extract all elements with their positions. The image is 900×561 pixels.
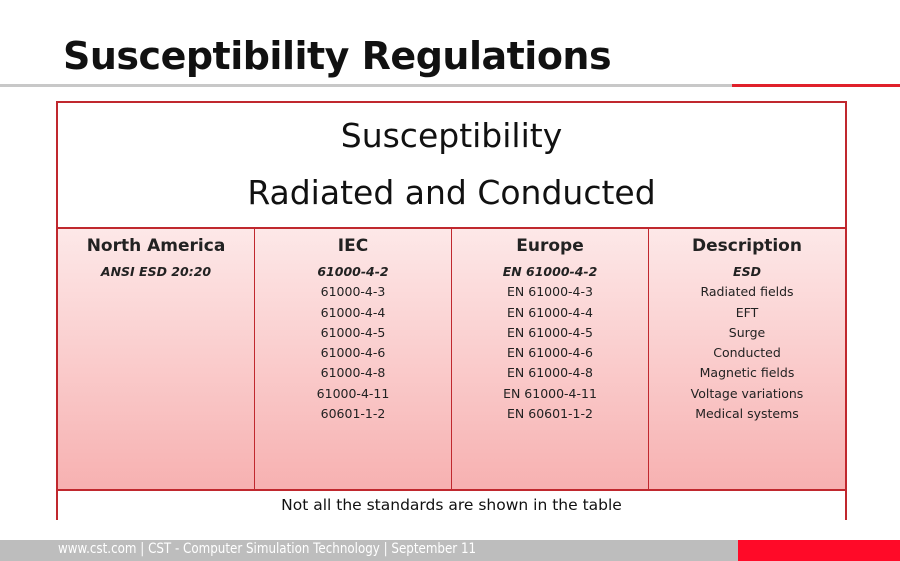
table-cell: Surge: [728, 324, 766, 340]
table-column: North America ANSI ESD 20:20: [58, 229, 255, 489]
column-header: Description: [692, 236, 802, 256]
table-cell: Magnetic fields: [699, 365, 795, 381]
slide-footer: www.cst.com | CST - Computer Simulation …: [0, 540, 900, 561]
table-note: Not all the standards are shown in the t…: [58, 489, 845, 520]
title-divider: [0, 84, 732, 87]
table-columns: North America ANSI ESD 20:20 IEC 61000-4-2 6…: [58, 229, 845, 489]
table-cell: EN 61000-4-11: [503, 385, 597, 401]
table-cell: 61000-4-11: [316, 385, 390, 401]
column-header: IEC: [337, 236, 369, 256]
table-column: Europe EN 61000-4-2 EN 61000-4-3 EN 61000-4…: [452, 229, 649, 489]
table-heading: Susceptibility Radiated and Conducted: [58, 103, 845, 229]
table-cell: 61000-4-8: [320, 365, 386, 381]
table-cell: Radiated fields: [700, 284, 794, 300]
column-header: Europe: [516, 236, 584, 256]
table-cell: EN 61000-4-3: [507, 284, 593, 300]
table-cell: 60601-1-2: [320, 406, 386, 422]
table-cell: ESD: [733, 264, 761, 279]
heading-line-1: Susceptibility: [340, 116, 563, 155]
footer-accent: [738, 540, 900, 561]
table-cell: EN 61000-4-6: [507, 345, 593, 361]
table-cell: Voltage variations: [690, 385, 804, 401]
table-cell: 61000-4-3: [320, 284, 386, 300]
table-cell: 61000-4-2: [317, 264, 389, 279]
footer-text: www.cst.com | CST - Computer Simulation …: [58, 541, 477, 557]
table-cell: EN 61000-4-8: [507, 365, 593, 381]
table-cell: EN 61000-4-4: [507, 304, 593, 320]
table-cell: 61000-4-5: [320, 324, 386, 340]
table-cell: 61000-4-6: [320, 345, 386, 361]
table-cell: Conducted: [713, 345, 781, 361]
table-cell: EN 61000-4-5: [507, 324, 593, 340]
table-cell: 61000-4-4: [320, 304, 386, 320]
regulations-table: Susceptibility Radiated and Conducted No…: [56, 101, 847, 520]
table-cell: EN 60601-1-2: [507, 406, 593, 422]
column-header: North America: [86, 236, 226, 256]
title-divider-accent: [732, 84, 900, 87]
table-cell: Medical systems: [695, 406, 799, 422]
table-cell: EN 61000-4-2: [502, 264, 598, 279]
slide-title: Susceptibility Regulations: [63, 34, 612, 78]
heading-line-2: Radiated and Conducted: [247, 173, 656, 212]
table-cell: ANSI ESD 20:20: [100, 264, 212, 279]
table-column: IEC 61000-4-2 61000-4-3 61000-4-4 61000-4-5 6…: [255, 229, 452, 489]
table-column: Description ESD Radiated fields EFT Surge Con…: [649, 229, 845, 489]
table-cell: EFT: [735, 304, 759, 320]
